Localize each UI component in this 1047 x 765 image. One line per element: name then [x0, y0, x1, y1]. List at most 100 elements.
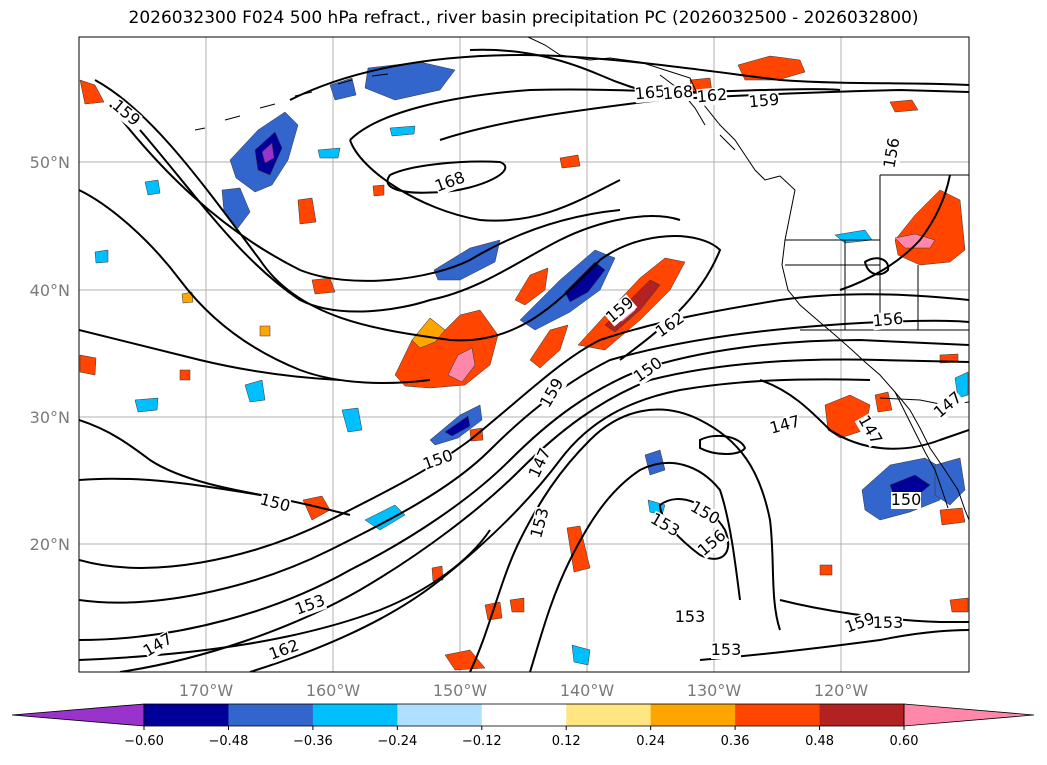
- colorbar-frame: [143, 703, 905, 727]
- contour-label: 153: [873, 613, 904, 632]
- contour-label-bg: [768, 413, 802, 438]
- neg-blob-small-5: [341, 407, 363, 433]
- contour-label-bg: [653, 309, 688, 341]
- neg-blob-small-13: [571, 644, 591, 666]
- contour-label-bg: [258, 491, 292, 516]
- contour-south-trough-1: [469, 408, 781, 672]
- contour-label: 150: [891, 490, 922, 509]
- contour-label: 165: [634, 82, 666, 104]
- neg-blob-small-8: [144, 179, 161, 196]
- neg-blob-central-south-core: [444, 415, 471, 437]
- contour-jet-3: [79, 338, 969, 641]
- colorbar: −0.60 −0.48 −0.36 −0.24 −0.12 0.12 0.24 0.36 0.4…: [11, 703, 1035, 749]
- contour-label-bg: [647, 510, 682, 541]
- contour-168-big: [349, 88, 841, 222]
- contour-label-bg: [528, 506, 553, 540]
- colorbar-tick-label: 0.48: [805, 734, 834, 749]
- contours: [79, 48, 969, 672]
- neg-blob-small-7: [317, 147, 341, 159]
- pos-blob-misc-2: [372, 184, 385, 197]
- neg-blob-band-core: [564, 261, 606, 303]
- pos-blob-misc-4: [179, 369, 191, 381]
- contour-label-bg: [695, 527, 730, 560]
- contour-inner-lake: [863, 257, 890, 276]
- contour-label: 156: [872, 309, 904, 331]
- colorbar-segment: [312, 704, 398, 726]
- neg-blob-small-11: [954, 371, 969, 399]
- pos-blob-misc-3: [181, 291, 194, 304]
- neg-blob-small-6: [389, 125, 416, 137]
- contour-jet-5: [249, 378, 871, 672]
- contour-label-bg: [687, 498, 722, 529]
- pos-blob-south-8: [949, 597, 969, 613]
- pos-blob-south-6: [819, 564, 833, 576]
- neg-blob-west: [221, 187, 251, 229]
- contour-label-bg: [108, 97, 143, 130]
- pos-blob-nw: [514, 267, 549, 306]
- colorbar-segment: [566, 704, 652, 726]
- pos-blob-far-west: [79, 79, 105, 105]
- contour-label: 153: [711, 640, 742, 659]
- contour-label-bg: [711, 642, 741, 659]
- neg-blob-small-4: [244, 379, 266, 403]
- contour-label-bg: [881, 136, 904, 170]
- colorbar-segment: [735, 704, 821, 726]
- latitude-labels: 50°N 40°N 30°N 20°N: [30, 153, 70, 554]
- contour-south-trough-2: [529, 461, 741, 672]
- contour-north-3: [109, 104, 621, 282]
- contour-label: 162: [696, 85, 728, 107]
- pos-blob-south-5: [509, 597, 525, 613]
- neg-blob-central: [433, 239, 501, 281]
- colorbar-tick-label: −0.12: [462, 734, 502, 749]
- contour-150-loop: [699, 434, 747, 455]
- pos-blob-bc: [737, 55, 806, 81]
- contour-jet-4: [119, 358, 969, 672]
- contour-153-lower: [79, 529, 491, 661]
- coast-baja: [894, 391, 949, 509]
- pos-blob-west-coast-core: [894, 233, 936, 249]
- contour-label-bg: [854, 413, 885, 448]
- pos-blob-west-small: [297, 197, 317, 225]
- contour-north-2: [139, 129, 681, 313]
- contour-east-153b: [699, 629, 969, 661]
- pos-blob-subtropical-edge: [411, 317, 446, 349]
- contour-west-upper: [79, 189, 431, 384]
- colorbar-tick-label: 0.12: [552, 734, 581, 749]
- colorbar-segment: [397, 704, 483, 726]
- lon-label-160w: 160°W: [306, 681, 361, 700]
- lon-label-140w: 140°W: [560, 681, 615, 700]
- neg-blob-small-2: [644, 449, 666, 476]
- contour-west-mid: [79, 329, 341, 381]
- contour-label-bg: [141, 630, 176, 661]
- neg-blob-small-10: [134, 397, 159, 413]
- contour-jet-1: [79, 293, 969, 569]
- contour-label-bg: [662, 83, 694, 104]
- neg-blob-baja-2: [934, 457, 966, 506]
- contour-label-bg: [696, 86, 728, 107]
- contour-159-coast: [839, 174, 951, 291]
- pos-blob-misc-1: [559, 154, 581, 169]
- contour-label-bg: [675, 609, 705, 626]
- contour-label: 159: [748, 90, 780, 112]
- lat-label-30n: 30°N: [30, 408, 70, 427]
- contour-label-bg: [433, 169, 468, 196]
- map-background: [79, 37, 969, 672]
- map-title: 2026032300 F024 500 hPa refract., river …: [128, 8, 919, 28]
- colorbar-segment: [144, 704, 229, 726]
- pos-blob-misc-5: [259, 325, 271, 337]
- lon-label-170w: 170°W: [179, 681, 234, 700]
- lat-label-40n: 40°N: [30, 281, 70, 300]
- neg-blob-alaska-gulf-peak: [261, 142, 275, 164]
- contour-label-bg: [634, 83, 666, 104]
- contour-162-north: [289, 53, 969, 101]
- lat-label-20n: 20°N: [30, 535, 70, 554]
- pos-blob-west-small-3: [311, 277, 336, 295]
- map-frame: [78, 36, 970, 673]
- contour-jet-2: [79, 319, 969, 604]
- contour-label-bg: [873, 615, 903, 632]
- colorbar-tick-label: −0.60: [124, 734, 164, 749]
- contour-east-147: [759, 379, 969, 450]
- colorbar-extend-high: [903, 703, 1035, 727]
- colorbar-extend-low: [11, 703, 145, 727]
- colorbar-segment: [819, 704, 905, 726]
